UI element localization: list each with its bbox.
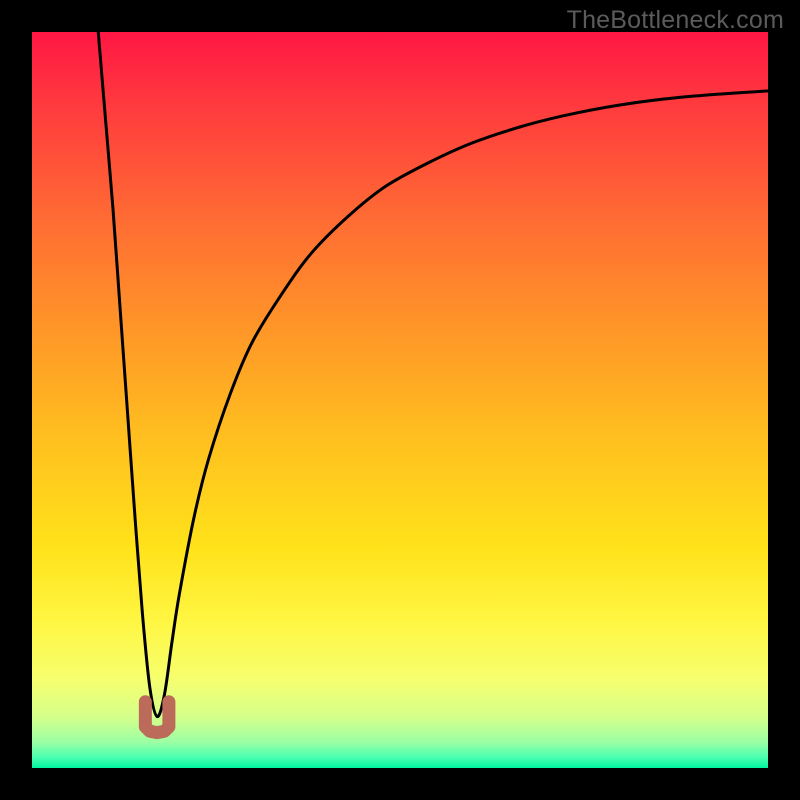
gradient-background [32, 32, 768, 768]
plot-area [32, 32, 768, 768]
chart-viewport: TheBottleneck.com [0, 0, 800, 800]
watermark-text: TheBottleneck.com [567, 6, 784, 35]
